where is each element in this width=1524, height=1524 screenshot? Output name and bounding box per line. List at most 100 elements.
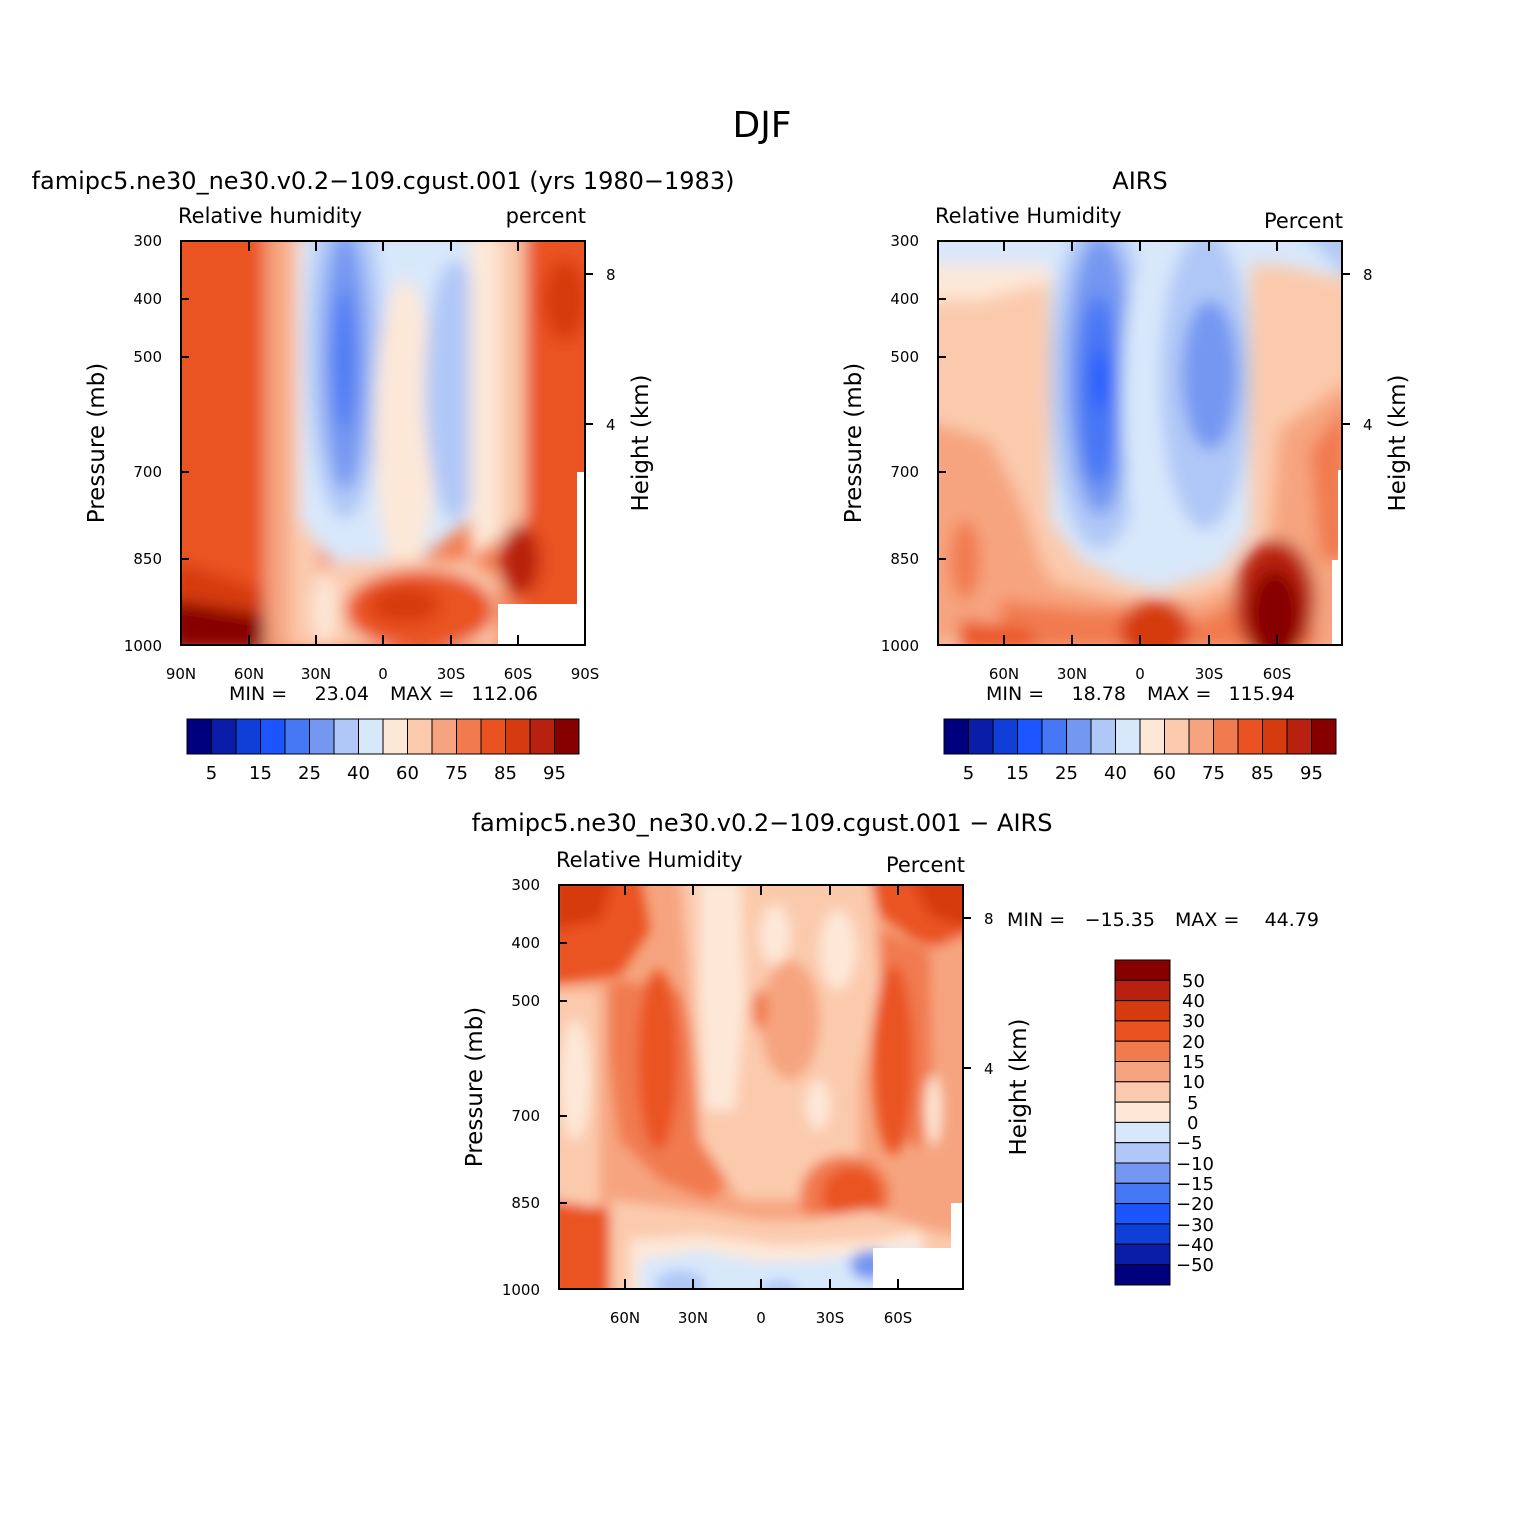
panel-model-y2tick-8-label: 8 [606, 266, 616, 284]
panel-diff-colorbar-label-m5: −5 [1176, 1133, 1203, 1154]
panel-obs-xtick-0-label: 0 [1135, 665, 1145, 683]
panel-obs-colorbar-label-85: 85 [1251, 763, 1274, 784]
panel-diff-xtick-30S-label: 30S [816, 1309, 845, 1327]
panel-model-xtick-30S-label: 30S [437, 665, 466, 683]
panel-model-colorbar-label-95: 95 [543, 763, 566, 784]
panel-model-ytick-700-label: 700 [133, 463, 162, 481]
panel-model-ytick-500: 500 [133, 348, 189, 366]
panel-model-xtick-60S: 60S [504, 241, 532, 683]
panel-obs-y2label: Height (km) [1385, 374, 1411, 511]
panel-model-ytick-700: 700 [133, 463, 189, 481]
panel-obs-colorbar-box-4 [1041, 718, 1067, 755]
panel-obs-xtick-60S-label: 60S [1263, 665, 1292, 683]
panel-obs-xtick-0: 0 [1135, 241, 1145, 683]
panel-diff-colorbar-label-20: 20 [1182, 1032, 1205, 1053]
panel-diff-colorbar-label-5: 5 [1187, 1093, 1198, 1114]
panel-diff-xtick-0: 0 [756, 885, 766, 1327]
panel-diff-xtick-60N-label: 60N [610, 1309, 640, 1327]
panel-obs-xtick-30N-label: 30N [1057, 665, 1087, 683]
panel-obs-max-value: 115.94 [1229, 683, 1295, 705]
panel-model-colorbar-label-60: 60 [396, 763, 419, 784]
panel-obs-xtick-30S-label: 30S [1195, 665, 1224, 683]
panel-diff-y2tick-8: 8 [963, 910, 994, 928]
panel-model-colorbar-box-10 [431, 718, 457, 755]
panel-diff-xtick-30S: 30S [816, 885, 845, 1327]
panel-diff-colorbar-box-2 [1114, 1000, 1171, 1022]
panel-model-xtick-60N: 60N [234, 241, 264, 683]
panel-diff-colorbar-box-14 [1114, 1243, 1171, 1265]
panel-model-colorbar-box-11 [456, 718, 482, 755]
panel-diff-colorbar-box-7 [1114, 1101, 1171, 1123]
panel-obs-ytick-500-label: 500 [890, 348, 919, 366]
panel-diff-ytick-300: 300 [511, 876, 567, 894]
panel-obs-colorbar-box-7 [1115, 718, 1141, 755]
panel-model-colorbar-label-85: 85 [494, 763, 517, 784]
panel-diff-colorbar-label-0: 0 [1187, 1113, 1198, 1134]
panel-obs-ytick-850-label: 850 [890, 550, 919, 568]
panel-diff-xtick-30N-label: 30N [678, 1309, 708, 1327]
panel-model-colorbar-box-6 [333, 718, 359, 755]
panel-diff-colorbar-label-m40: −40 [1176, 1235, 1214, 1256]
panel-obs-colorbar-box-0 [943, 718, 969, 755]
panel-diff-ylabel: Pressure (mb) [462, 1007, 488, 1167]
panel-diff-ytick-850: 850 [511, 1194, 567, 1212]
panel-obs-ytick-1000: 1000 [881, 637, 919, 655]
panel-obs-min-label: MIN = [986, 683, 1044, 705]
panel-diff-colorbar-label-15: 15 [1182, 1052, 1205, 1073]
panel-obs-y2tick-4: 4 [1342, 416, 1373, 434]
panel-obs-colorbar-box-13 [1262, 718, 1288, 755]
panel-obs-colorbar-label-15: 15 [1006, 763, 1029, 784]
panel-obs-max-label: MAX = [1147, 683, 1211, 705]
panel-model-colorbar-box-8 [382, 718, 408, 755]
panel-model-colorbar-box-5 [309, 718, 335, 755]
panel-obs-xtick-60N-label: 60N [989, 665, 1019, 683]
panel-obs-right-string: Percent [1264, 209, 1343, 233]
panel-model-ytick-1000: 1000 [124, 637, 162, 655]
panel-obs-ytick-850: 850 [890, 550, 946, 568]
panel-obs-colorbar-box-9 [1164, 718, 1190, 755]
panel-diff-axes: 300 400 500 700 850 1000 8 4 60N 30N 0 3… [502, 876, 994, 1327]
panel-diff-xtick-0-label: 0 [756, 1309, 766, 1327]
panel-obs-xtick-30N: 30N [1057, 241, 1087, 683]
panel-model-colorbar-box-13 [505, 718, 531, 755]
panel-obs-colorbar-box-3 [1017, 718, 1043, 755]
panel-diff-max-value: 44.79 [1265, 909, 1319, 931]
panel-obs-colorbar-label-5: 5 [963, 763, 974, 784]
panel-diff-colorbar-label-50: 50 [1182, 971, 1205, 992]
panel-diff-right-string: Percent [886, 853, 965, 877]
panel-diff-ytick-500-label: 500 [511, 992, 540, 1010]
panel-diff-colorbar-label-30: 30 [1182, 1011, 1205, 1032]
panel-model-xtick-30N-label: 30N [301, 665, 331, 683]
panel-model-colorbar-box-4 [284, 718, 310, 755]
panel-model-y2label: Height (km) [628, 374, 654, 511]
panel-diff-colorbar-label-m30: −30 [1176, 1215, 1214, 1236]
panel-obs-colorbar-box-5 [1066, 718, 1092, 755]
panel-diff-min-value: −15.35 [1085, 909, 1155, 931]
panel-diff-colorbar-box-1 [1114, 979, 1171, 1002]
panel-model-axes: 300 400 500 700 850 1000 8 4 90N 60N 30N… [124, 232, 616, 683]
panel-model-left-string: Relative humidity [178, 204, 362, 228]
panel-diff-colorbar-label-m15: −15 [1176, 1174, 1214, 1195]
panel-model-field [181, 241, 585, 645]
panel-diff-colorbar-box-6 [1114, 1081, 1171, 1103]
panel-diff-y2tick-4-label: 4 [984, 1060, 994, 1078]
panel-obs-y2tick-8: 8 [1342, 266, 1373, 284]
panel-model-ytick-1000-label: 1000 [124, 637, 162, 655]
panel-obs-ytick-300: 300 [890, 232, 946, 250]
panel-model-max-value: 112.06 [472, 683, 538, 705]
panel-model-colorbar-box-14 [529, 718, 555, 755]
panel-model-ytick-850-label: 850 [133, 550, 162, 568]
panel-diff-colorbar-box-12 [1114, 1203, 1171, 1225]
panel-obs-ytick-1000-label: 1000 [881, 637, 919, 655]
panel-diff-ytick-500: 500 [511, 992, 567, 1010]
panel-diff-ytick-700: 700 [511, 1107, 567, 1125]
panel-obs-colorbar-box-6 [1090, 718, 1116, 755]
panel-diff-colorbar-label-40: 40 [1182, 991, 1205, 1012]
panel-model-ytick-400-label: 400 [133, 290, 162, 308]
panel-obs-colorbar-label-60: 60 [1153, 763, 1176, 784]
panel-diff-ytick-400: 400 [511, 934, 567, 952]
panel-diff-ytick-1000-label: 1000 [502, 1281, 540, 1299]
figure-title: DJF [732, 105, 791, 146]
panel-model-colorbar-label-15: 15 [249, 763, 272, 784]
